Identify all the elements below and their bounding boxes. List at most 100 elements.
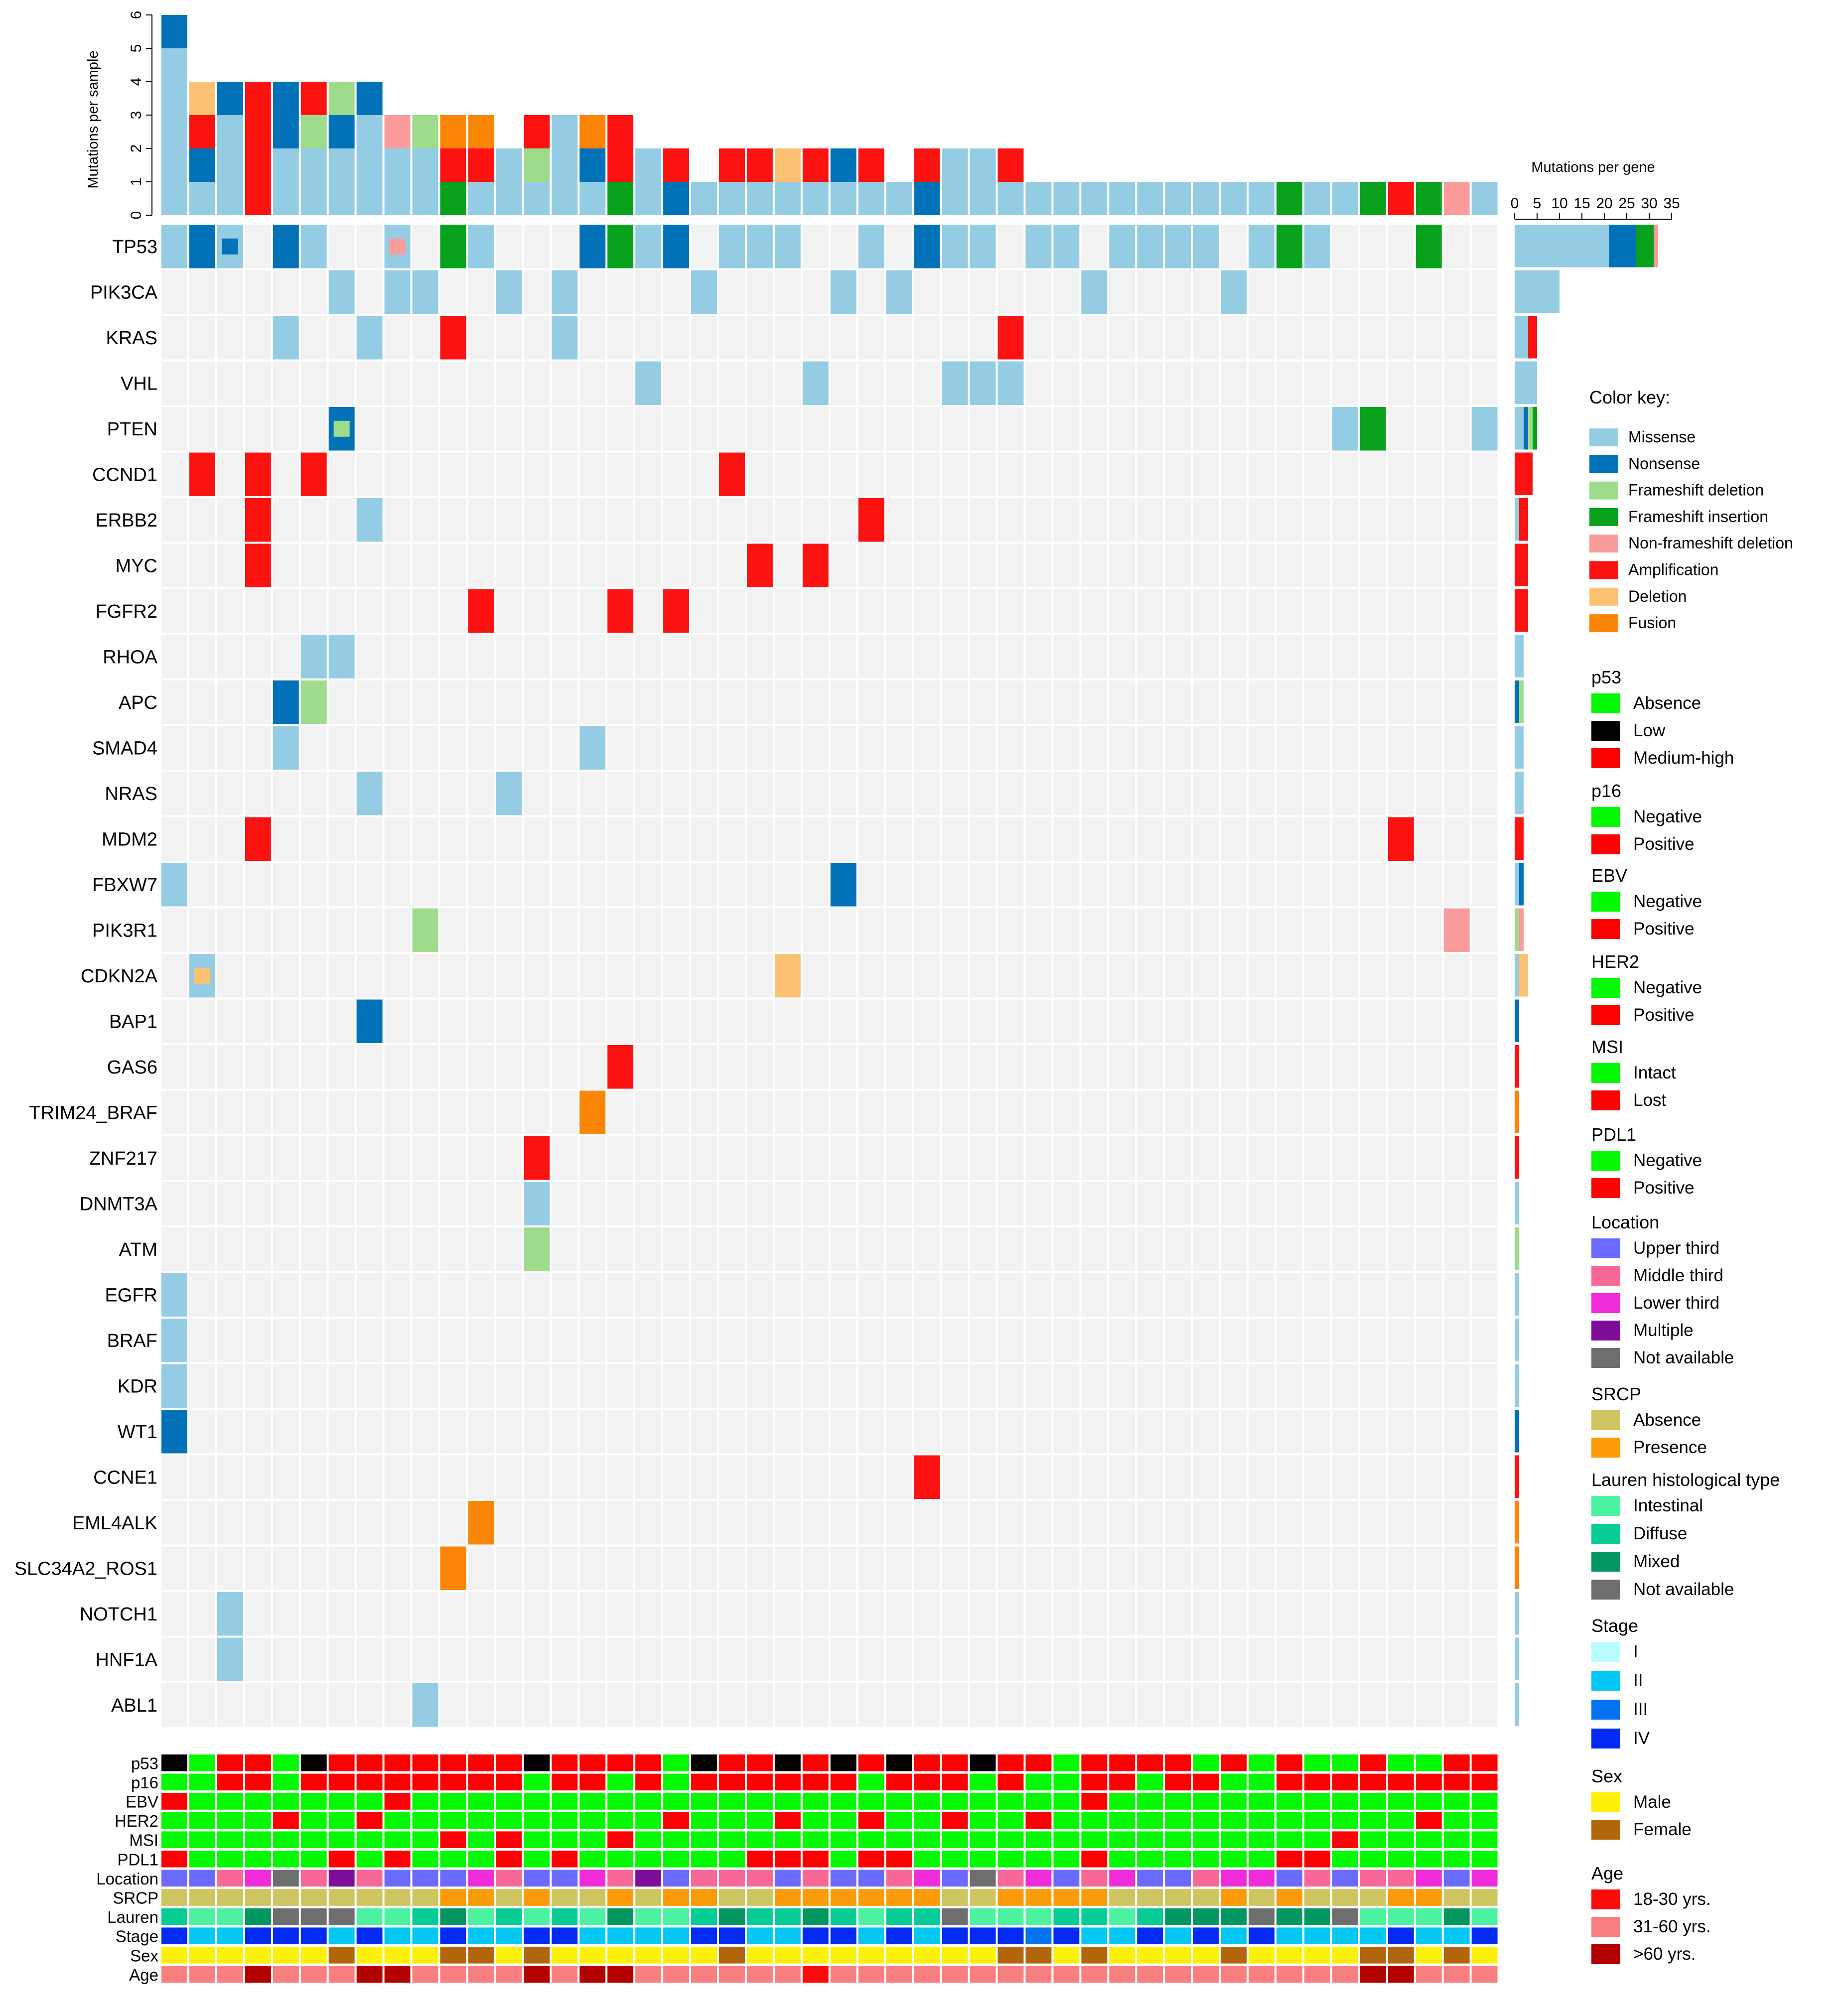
gene-label-atm: ATM	[119, 1239, 157, 1260]
cell-pik3r1-17	[607, 908, 634, 952]
track-p53-37	[1165, 1754, 1191, 1771]
gene-bar-myc-seg-1	[1515, 543, 1528, 586]
track-ebv-7	[328, 1793, 355, 1810]
cell-pik3r1-21	[719, 908, 745, 952]
cell-bap1-28	[914, 999, 940, 1043]
cell-notch1-12	[468, 1592, 494, 1636]
cell-znf217-33	[1053, 1136, 1080, 1180]
track-stage-42	[1304, 1927, 1330, 1944]
cell-kdr-34	[1081, 1364, 1108, 1408]
cell-fgfr2-32	[1025, 589, 1052, 633]
cell-znf217-43	[1332, 1136, 1358, 1180]
cell-hnf1a-23	[774, 1637, 801, 1681]
cell-trim24-braf-29	[942, 1090, 968, 1134]
track-sex-7	[328, 1947, 355, 1964]
cell-ccnd1-8	[356, 452, 383, 496]
cell-tp53-47	[1443, 225, 1470, 269]
track-srcp-18	[635, 1889, 662, 1906]
cell-apc-39	[1221, 680, 1247, 724]
cell-bap1-22	[746, 999, 773, 1043]
cell-egfr-10	[412, 1273, 438, 1317]
cell-vhl-20	[691, 361, 717, 405]
cell-dnmt3a-13	[496, 1182, 522, 1225]
cell-fbxw7-42	[1304, 863, 1330, 907]
cell-pik3ca-9	[384, 270, 411, 314]
cell-braf-21	[719, 1319, 745, 1362]
track-msi-45	[1388, 1831, 1414, 1848]
cell-slc34a2-ros1-38	[1193, 1546, 1219, 1590]
track-location-11	[440, 1870, 466, 1887]
cell-fgfr2-42	[1304, 589, 1330, 633]
track-msi-2	[189, 1831, 215, 1848]
track-ebv-28	[914, 1793, 940, 1810]
cell-egfr-6	[300, 1273, 327, 1317]
cell-znf217-3	[217, 1136, 243, 1180]
cell-cdkn2a-27	[886, 954, 912, 998]
cell-vhl-31	[997, 361, 1024, 405]
track-ebv-1	[161, 1793, 187, 1810]
track-p16-38	[1193, 1773, 1219, 1791]
cell-cdkn2a-37	[1165, 954, 1191, 998]
cell-mdm2-28	[914, 817, 940, 861]
cell-trim24-braf-25	[830, 1090, 856, 1134]
track-her2-12	[468, 1812, 494, 1829]
cell-pik3r1-16	[579, 908, 606, 952]
cell-braf-27	[886, 1319, 912, 1362]
track-p16-25	[830, 1773, 856, 1791]
track-her2-24	[802, 1812, 829, 1829]
cell-nras-44	[1360, 772, 1386, 815]
cell-myc-8	[356, 543, 383, 587]
cell-myc-5	[273, 543, 299, 587]
cell-pik3r1-25	[830, 908, 856, 952]
cell-slc34a2-ros1-5	[273, 1546, 299, 1590]
track-sex-1	[161, 1947, 187, 1964]
cell-cdkn2a-23	[774, 954, 801, 998]
cell-myc-16	[579, 543, 606, 587]
cell-bap1-26	[858, 999, 884, 1043]
track-location-3	[217, 1870, 243, 1887]
cell-egfr-38	[1193, 1273, 1219, 1317]
cell-dnmt3a-5	[273, 1182, 299, 1225]
track-age-48	[1471, 1966, 1498, 1983]
cell-hnf1a-22	[746, 1637, 773, 1681]
cell-kras-29	[942, 316, 968, 360]
cell-myc-27	[886, 543, 912, 587]
cell-rhoa-37	[1165, 635, 1191, 678]
cell-nras-23	[774, 772, 801, 815]
cell-pik3ca-33	[1053, 270, 1080, 314]
cell-vhl-1	[161, 361, 187, 405]
cell-dnmt3a-45	[1388, 1182, 1414, 1225]
cell-ccne1-3	[217, 1455, 243, 1499]
track-her2-42	[1304, 1812, 1330, 1829]
track-lauren-16	[579, 1908, 606, 1925]
cell-apc-4	[245, 680, 271, 724]
cell-slc34a2-ros1-36	[1137, 1546, 1163, 1590]
sample-bar-22-seg-2	[746, 148, 773, 182]
cell-mdm2-48	[1471, 817, 1498, 861]
cell-pik3ca-23	[774, 270, 801, 314]
cell-atm-18	[635, 1227, 662, 1271]
cell-gas6-33	[1053, 1045, 1080, 1089]
track-srcp-9	[384, 1889, 411, 1906]
cell-smad4-39	[1221, 726, 1247, 770]
cell-smad4-48	[1471, 726, 1498, 770]
cell-cdkn2a-19	[663, 954, 690, 998]
cell-pten-26	[858, 407, 884, 451]
x-tick-label-20: 20	[1596, 195, 1612, 212]
cell-apc-7	[328, 680, 355, 724]
sample-bar-19-seg-2	[663, 148, 690, 182]
legend-swatch-nfd	[1589, 535, 1618, 553]
track-pdl1-24	[802, 1851, 829, 1868]
track-srcp-42	[1304, 1889, 1330, 1906]
y-tick-label-0: 0	[128, 211, 144, 220]
track-srcp-30	[970, 1889, 996, 1906]
track-stage-37	[1165, 1927, 1191, 1944]
track-srcp-25	[830, 1889, 856, 1906]
cell-znf217-13	[496, 1136, 522, 1180]
track-ebv-39	[1221, 1793, 1247, 1810]
cell-tp53-14	[524, 225, 550, 269]
cell-bap1-21	[719, 999, 745, 1043]
track-location-34	[1081, 1870, 1108, 1887]
cell-ccne1-1	[161, 1455, 187, 1499]
cell-abl1-14	[524, 1683, 550, 1727]
